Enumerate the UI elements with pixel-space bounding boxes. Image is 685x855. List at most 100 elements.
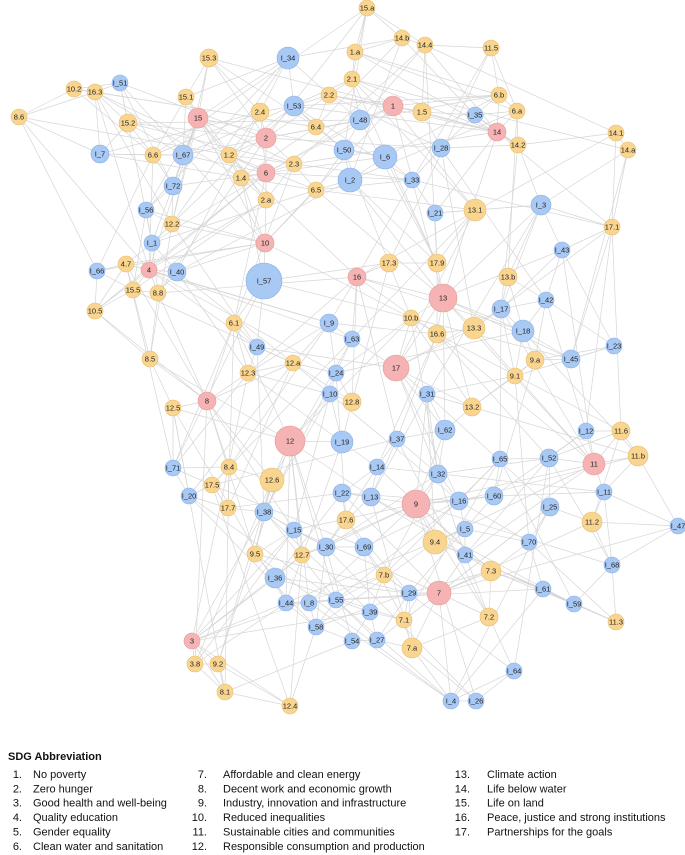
node-circle bbox=[274, 425, 306, 457]
node-circle bbox=[86, 302, 104, 320]
edge bbox=[335, 330, 524, 374]
node: I_24 bbox=[327, 364, 345, 382]
node-circle bbox=[284, 354, 302, 372]
node: 11.6 bbox=[611, 421, 631, 441]
edge bbox=[570, 226, 613, 360]
edge bbox=[438, 592, 452, 702]
edge bbox=[265, 156, 386, 174]
node: I_3 bbox=[530, 194, 552, 216]
node-label: I_27 bbox=[370, 635, 385, 644]
node: 9.2 bbox=[209, 655, 227, 673]
node: I_41 bbox=[456, 546, 474, 564]
node-circle bbox=[225, 314, 243, 332]
node: 13.2 bbox=[462, 397, 482, 417]
node-label: 4 bbox=[147, 265, 151, 274]
node-circle bbox=[456, 546, 474, 564]
edge bbox=[145, 209, 266, 244]
edge bbox=[421, 44, 426, 113]
node-label: I_3 bbox=[536, 200, 546, 209]
edge bbox=[514, 375, 530, 543]
node: I_33 bbox=[403, 171, 421, 189]
node: 15.a bbox=[358, 0, 376, 17]
edge bbox=[471, 406, 639, 457]
legend-number: 2. bbox=[13, 783, 22, 795]
edge bbox=[345, 519, 410, 594]
node: 11.2 bbox=[581, 511, 603, 533]
edge bbox=[197, 117, 266, 244]
node-circle bbox=[117, 255, 135, 273]
node-circle bbox=[382, 354, 410, 382]
edge bbox=[440, 147, 475, 329]
node-label: 14.1 bbox=[609, 128, 624, 137]
edge bbox=[94, 91, 101, 155]
node-label: 2.3 bbox=[289, 159, 299, 168]
node-label: I_57 bbox=[257, 276, 272, 285]
edge bbox=[440, 147, 547, 301]
node-circle bbox=[307, 618, 325, 636]
node: 17.7 bbox=[219, 499, 237, 517]
node-label: 6.a bbox=[512, 106, 523, 115]
edge bbox=[171, 57, 289, 225]
edge bbox=[293, 105, 498, 133]
edge bbox=[172, 407, 226, 693]
edge bbox=[293, 131, 498, 165]
edge bbox=[254, 553, 452, 702]
edge bbox=[194, 400, 208, 665]
node-label: 17.9 bbox=[430, 258, 445, 267]
node-circle bbox=[484, 486, 504, 506]
edge bbox=[94, 91, 150, 271]
edge bbox=[315, 179, 413, 191]
node-label: 9.5 bbox=[250, 549, 260, 558]
node: I_68 bbox=[603, 556, 621, 574]
edge bbox=[127, 119, 361, 124]
edge bbox=[197, 117, 295, 165]
edge bbox=[585, 226, 613, 432]
node-circle bbox=[565, 595, 583, 613]
node-label: I_22 bbox=[335, 488, 350, 497]
edge bbox=[228, 322, 330, 468]
node: 4.7 bbox=[117, 255, 135, 273]
node: I_39 bbox=[361, 603, 379, 621]
node-circle bbox=[264, 567, 286, 589]
node-label: 14.b bbox=[395, 33, 410, 42]
node: I_19 bbox=[330, 430, 354, 454]
node: I_15 bbox=[285, 521, 303, 539]
node: 17.6 bbox=[336, 510, 356, 530]
edge bbox=[289, 440, 372, 498]
node-label: 15.a bbox=[360, 3, 375, 12]
edge bbox=[94, 91, 173, 225]
node: 7.b bbox=[375, 566, 393, 584]
node-circle bbox=[491, 299, 511, 319]
node-circle bbox=[379, 253, 399, 273]
edge bbox=[401, 37, 476, 116]
node: 10 bbox=[255, 233, 275, 253]
node: I_58 bbox=[307, 618, 325, 636]
edge bbox=[392, 94, 500, 107]
edge bbox=[349, 37, 403, 181]
node-circle bbox=[245, 262, 283, 300]
node-circle bbox=[257, 191, 275, 209]
edge bbox=[603, 491, 613, 566]
node-label: I_63 bbox=[345, 334, 360, 343]
edge bbox=[315, 189, 444, 299]
edge bbox=[325, 466, 378, 548]
node-circle bbox=[511, 319, 535, 343]
edge bbox=[356, 276, 398, 440]
node-circle bbox=[300, 594, 318, 612]
node-circle bbox=[498, 267, 518, 287]
edge bbox=[603, 491, 679, 527]
node-circle bbox=[86, 83, 104, 101]
edge bbox=[206, 400, 256, 555]
node-label: 15 bbox=[194, 113, 202, 122]
edge bbox=[247, 372, 343, 443]
legend-number: 4. bbox=[13, 812, 22, 824]
node-circle bbox=[361, 603, 379, 621]
edge bbox=[94, 172, 267, 312]
node: 13 bbox=[428, 283, 458, 313]
edge bbox=[194, 602, 287, 665]
edge bbox=[227, 362, 294, 509]
edge bbox=[18, 88, 75, 118]
edge bbox=[119, 82, 266, 244]
edge bbox=[442, 297, 446, 431]
edge bbox=[376, 592, 410, 641]
